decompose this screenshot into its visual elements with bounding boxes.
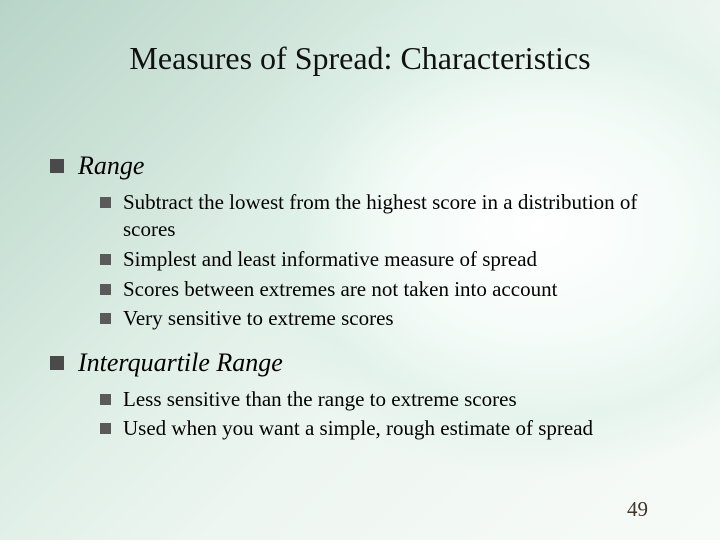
sub-bullet-group: Subtract the lowest from the highest sco…	[100, 189, 680, 334]
bullet-text: Used when you want a simple, rough estim…	[123, 415, 593, 443]
bullet-level2: Scores between extremes are not taken in…	[100, 276, 680, 304]
square-bullet-icon	[100, 313, 111, 324]
section-heading: Range	[78, 150, 144, 183]
square-bullet-icon	[100, 254, 111, 265]
bullet-text: Less sensitive than the range to extreme…	[123, 386, 517, 414]
bullet-level2: Used when you want a simple, rough estim…	[100, 415, 680, 443]
slide-title: Measures of Spread: Characteristics	[0, 40, 720, 77]
bullet-level2: Subtract the lowest from the highest sco…	[100, 189, 680, 244]
bullet-text: Very sensitive to extreme scores	[123, 305, 394, 333]
page-number: 49	[627, 497, 648, 522]
square-bullet-icon	[100, 423, 111, 434]
bullet-level1: Interquartile Range	[50, 347, 680, 380]
bullet-level1: Range	[50, 150, 680, 183]
slide: Measures of Spread: Characteristics Rang…	[0, 0, 720, 540]
slide-content: Range Subtract the lowest from the highe…	[50, 150, 680, 457]
section-heading: Interquartile Range	[78, 347, 283, 380]
square-bullet-icon	[50, 356, 64, 370]
square-bullet-icon	[50, 159, 64, 173]
bullet-level2: Simplest and least informative measure o…	[100, 246, 680, 274]
bullet-level2: Less sensitive than the range to extreme…	[100, 386, 680, 414]
bullet-text: Scores between extremes are not taken in…	[123, 276, 557, 304]
bullet-text: Simplest and least informative measure o…	[123, 246, 537, 274]
bullet-text: Subtract the lowest from the highest sco…	[123, 189, 680, 244]
square-bullet-icon	[100, 284, 111, 295]
bullet-level2: Very sensitive to extreme scores	[100, 305, 680, 333]
sub-bullet-group: Less sensitive than the range to extreme…	[100, 386, 680, 443]
square-bullet-icon	[100, 394, 111, 405]
square-bullet-icon	[100, 197, 111, 208]
